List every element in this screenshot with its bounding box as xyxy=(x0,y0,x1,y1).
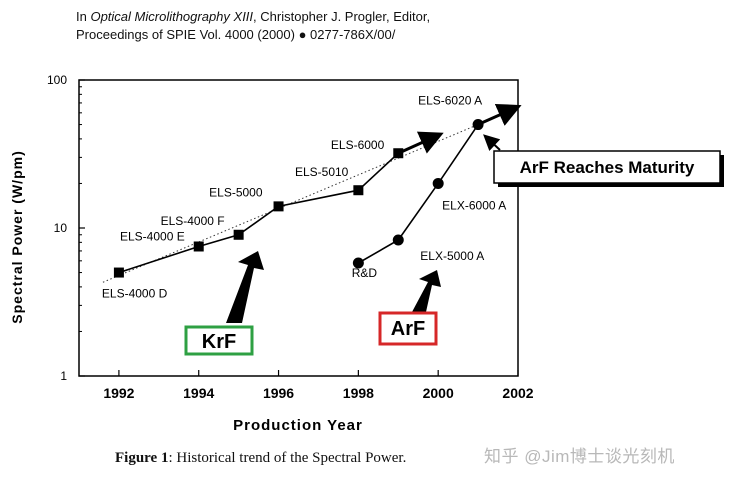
caption-label: Figure 1 xyxy=(115,450,169,466)
data-point-square xyxy=(393,148,404,159)
x-tick-label: 1996 xyxy=(263,385,294,401)
krf-label: KrF xyxy=(202,331,236,353)
point-label: ELS-6000 xyxy=(331,138,385,152)
point-label: ELS-4000 E xyxy=(120,229,185,243)
data-point-square xyxy=(113,267,124,278)
data-point-circle xyxy=(352,257,364,269)
data-point-square xyxy=(193,241,204,252)
data-point-square xyxy=(233,229,244,240)
x-tick-label: 1992 xyxy=(103,385,134,401)
krf-pointer-arrow xyxy=(226,251,264,323)
y-tick-label: 1 xyxy=(60,369,67,383)
krf-label-box xyxy=(184,325,254,356)
data-point-square xyxy=(353,185,364,196)
x-tick-label: 1998 xyxy=(343,385,374,401)
citation-suffix: , Christopher J. Progler, Editor, xyxy=(253,9,431,24)
x-tick-label: 1994 xyxy=(183,385,214,401)
series-line-square xyxy=(118,152,399,274)
data-point-circle xyxy=(392,234,404,246)
x-axis-label: Production Year xyxy=(233,417,363,434)
arf-label-box xyxy=(378,311,438,346)
citation-line-1: In Optical Microlithography XIII, Christ… xyxy=(76,8,430,26)
spectral-power-chart: 1992 1994 1996 1998 2000 2002 1 10 100 ELS-4000 … xyxy=(9,73,724,434)
citation-line-2: Proceedings of SPIE Vol. 4000 (2000) ● 0… xyxy=(76,27,396,42)
x-tick-label: 2002 xyxy=(502,385,533,401)
figure-caption: Figure 1: Historical trend of the Spectr… xyxy=(115,450,406,467)
citation-title: Optical Microlithography XIII xyxy=(90,9,254,24)
krf-trend-arrow xyxy=(397,131,444,155)
caption-text: : Historical trend of the Spectral Power… xyxy=(168,450,407,466)
maturity-callout-box xyxy=(493,150,721,184)
point-label: ELS-5010 xyxy=(295,165,349,179)
arf-pointer-arrow xyxy=(412,270,441,312)
data-point-square xyxy=(273,201,284,212)
point-label: ELS-6020 A xyxy=(418,94,482,108)
maturity-callout-label: ArF Reaches Maturity xyxy=(520,158,695,177)
x-tick-label: 2000 xyxy=(423,385,454,401)
maturity-callout-pointer xyxy=(483,134,501,152)
plot-frame xyxy=(78,79,519,377)
y-tick-label: 100 xyxy=(47,73,67,87)
data-point-circle xyxy=(432,177,444,189)
series-line-circle xyxy=(358,124,479,264)
citation-header: In Optical Microlithography XIII, Christ… xyxy=(76,8,430,44)
watermark: 知乎 @Jim博士谈光刻机 xyxy=(484,447,675,466)
point-label: ELX-5000 A xyxy=(420,249,484,263)
y-tick-label: 10 xyxy=(54,221,68,235)
point-label: ELX-6000 A xyxy=(442,198,506,212)
point-label: ELS-4000 D xyxy=(102,287,168,301)
point-label: R&D xyxy=(352,266,378,280)
point-label: ELS-5000 xyxy=(209,185,263,199)
arf-trend-arrow xyxy=(477,103,522,126)
data-point-circle xyxy=(472,119,484,131)
y-axis-label: Spectral Power (W/pm) xyxy=(9,150,25,323)
point-label: ELS-4000 F xyxy=(161,214,225,228)
citation-prefix: In xyxy=(76,9,91,24)
arf-label: ArF xyxy=(391,318,425,340)
